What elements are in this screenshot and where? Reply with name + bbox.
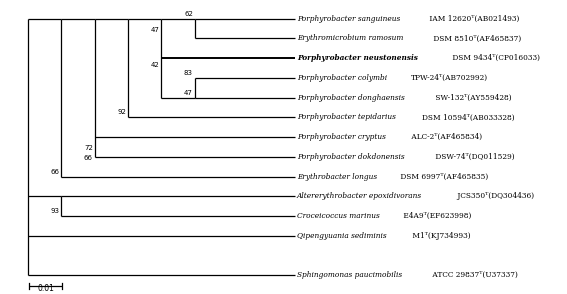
- Text: DSM 10594ᵀ(AB033328): DSM 10594ᵀ(AB033328): [422, 113, 514, 121]
- Text: 93: 93: [50, 208, 60, 214]
- Text: DSM 6997ᵀ(AF465835): DSM 6997ᵀ(AF465835): [398, 173, 488, 181]
- Text: ALC-2ᵀ(AF465834): ALC-2ᵀ(AF465834): [409, 133, 483, 141]
- Text: 47: 47: [184, 90, 193, 96]
- Text: 47: 47: [151, 26, 159, 33]
- Text: 62: 62: [184, 11, 193, 17]
- Text: 83: 83: [184, 70, 193, 76]
- Text: Erythromicrobium ramosum: Erythromicrobium ramosum: [297, 34, 403, 42]
- Text: 92: 92: [117, 109, 126, 116]
- Text: Porphyrobacter cryptus: Porphyrobacter cryptus: [297, 133, 386, 141]
- Text: 0.01: 0.01: [37, 284, 54, 293]
- Text: Porphyrobacter donghaensis: Porphyrobacter donghaensis: [297, 94, 405, 102]
- Text: SW-132ᵀ(AY559428): SW-132ᵀ(AY559428): [433, 94, 511, 102]
- Text: TPW-24ᵀ(AB702992): TPW-24ᵀ(AB702992): [411, 74, 488, 82]
- Text: Croceicoccus marinus: Croceicoccus marinus: [297, 212, 379, 220]
- Text: JCS350ᵀ(DQ304436): JCS350ᵀ(DQ304436): [455, 192, 534, 200]
- Text: 66: 66: [50, 169, 60, 175]
- Text: 72: 72: [84, 145, 93, 151]
- Text: Porphyrobacter sanguineus: Porphyrobacter sanguineus: [297, 15, 400, 23]
- Text: Qipengyuania sediminis: Qipengyuania sediminis: [297, 232, 387, 240]
- Text: Porphyrobacter dokdonensis: Porphyrobacter dokdonensis: [297, 153, 404, 161]
- Text: Sphingomonas paucimobilis: Sphingomonas paucimobilis: [297, 271, 402, 279]
- Text: DSW-74ᵀ(DQ011529): DSW-74ᵀ(DQ011529): [433, 153, 515, 161]
- Text: 42: 42: [151, 62, 159, 68]
- Text: Porphyrobacter colymbi: Porphyrobacter colymbi: [297, 74, 387, 82]
- Text: IAM 12620ᵀ(AB021493): IAM 12620ᵀ(AB021493): [428, 15, 520, 23]
- Text: Altererythrobacter epoxidivorans: Altererythrobacter epoxidivorans: [297, 192, 422, 200]
- Text: DSM 9434ᵀ(CP016033): DSM 9434ᵀ(CP016033): [450, 54, 540, 62]
- Text: DSM 8510ᵀ(AF465837): DSM 8510ᵀ(AF465837): [431, 34, 522, 42]
- Text: Porphyrobacter tepidarius: Porphyrobacter tepidarius: [297, 113, 396, 121]
- Text: ATCC 29837ᵀ(U37337): ATCC 29837ᵀ(U37337): [430, 271, 518, 279]
- Text: Porphyrobacter neustonensis: Porphyrobacter neustonensis: [297, 54, 418, 62]
- Text: M1ᵀ(KJ734993): M1ᵀ(KJ734993): [410, 232, 471, 240]
- Text: 66: 66: [84, 155, 93, 161]
- Text: Erythrobacter longus: Erythrobacter longus: [297, 173, 377, 181]
- Text: E4A9ᵀ(EF623998): E4A9ᵀ(EF623998): [401, 212, 472, 220]
